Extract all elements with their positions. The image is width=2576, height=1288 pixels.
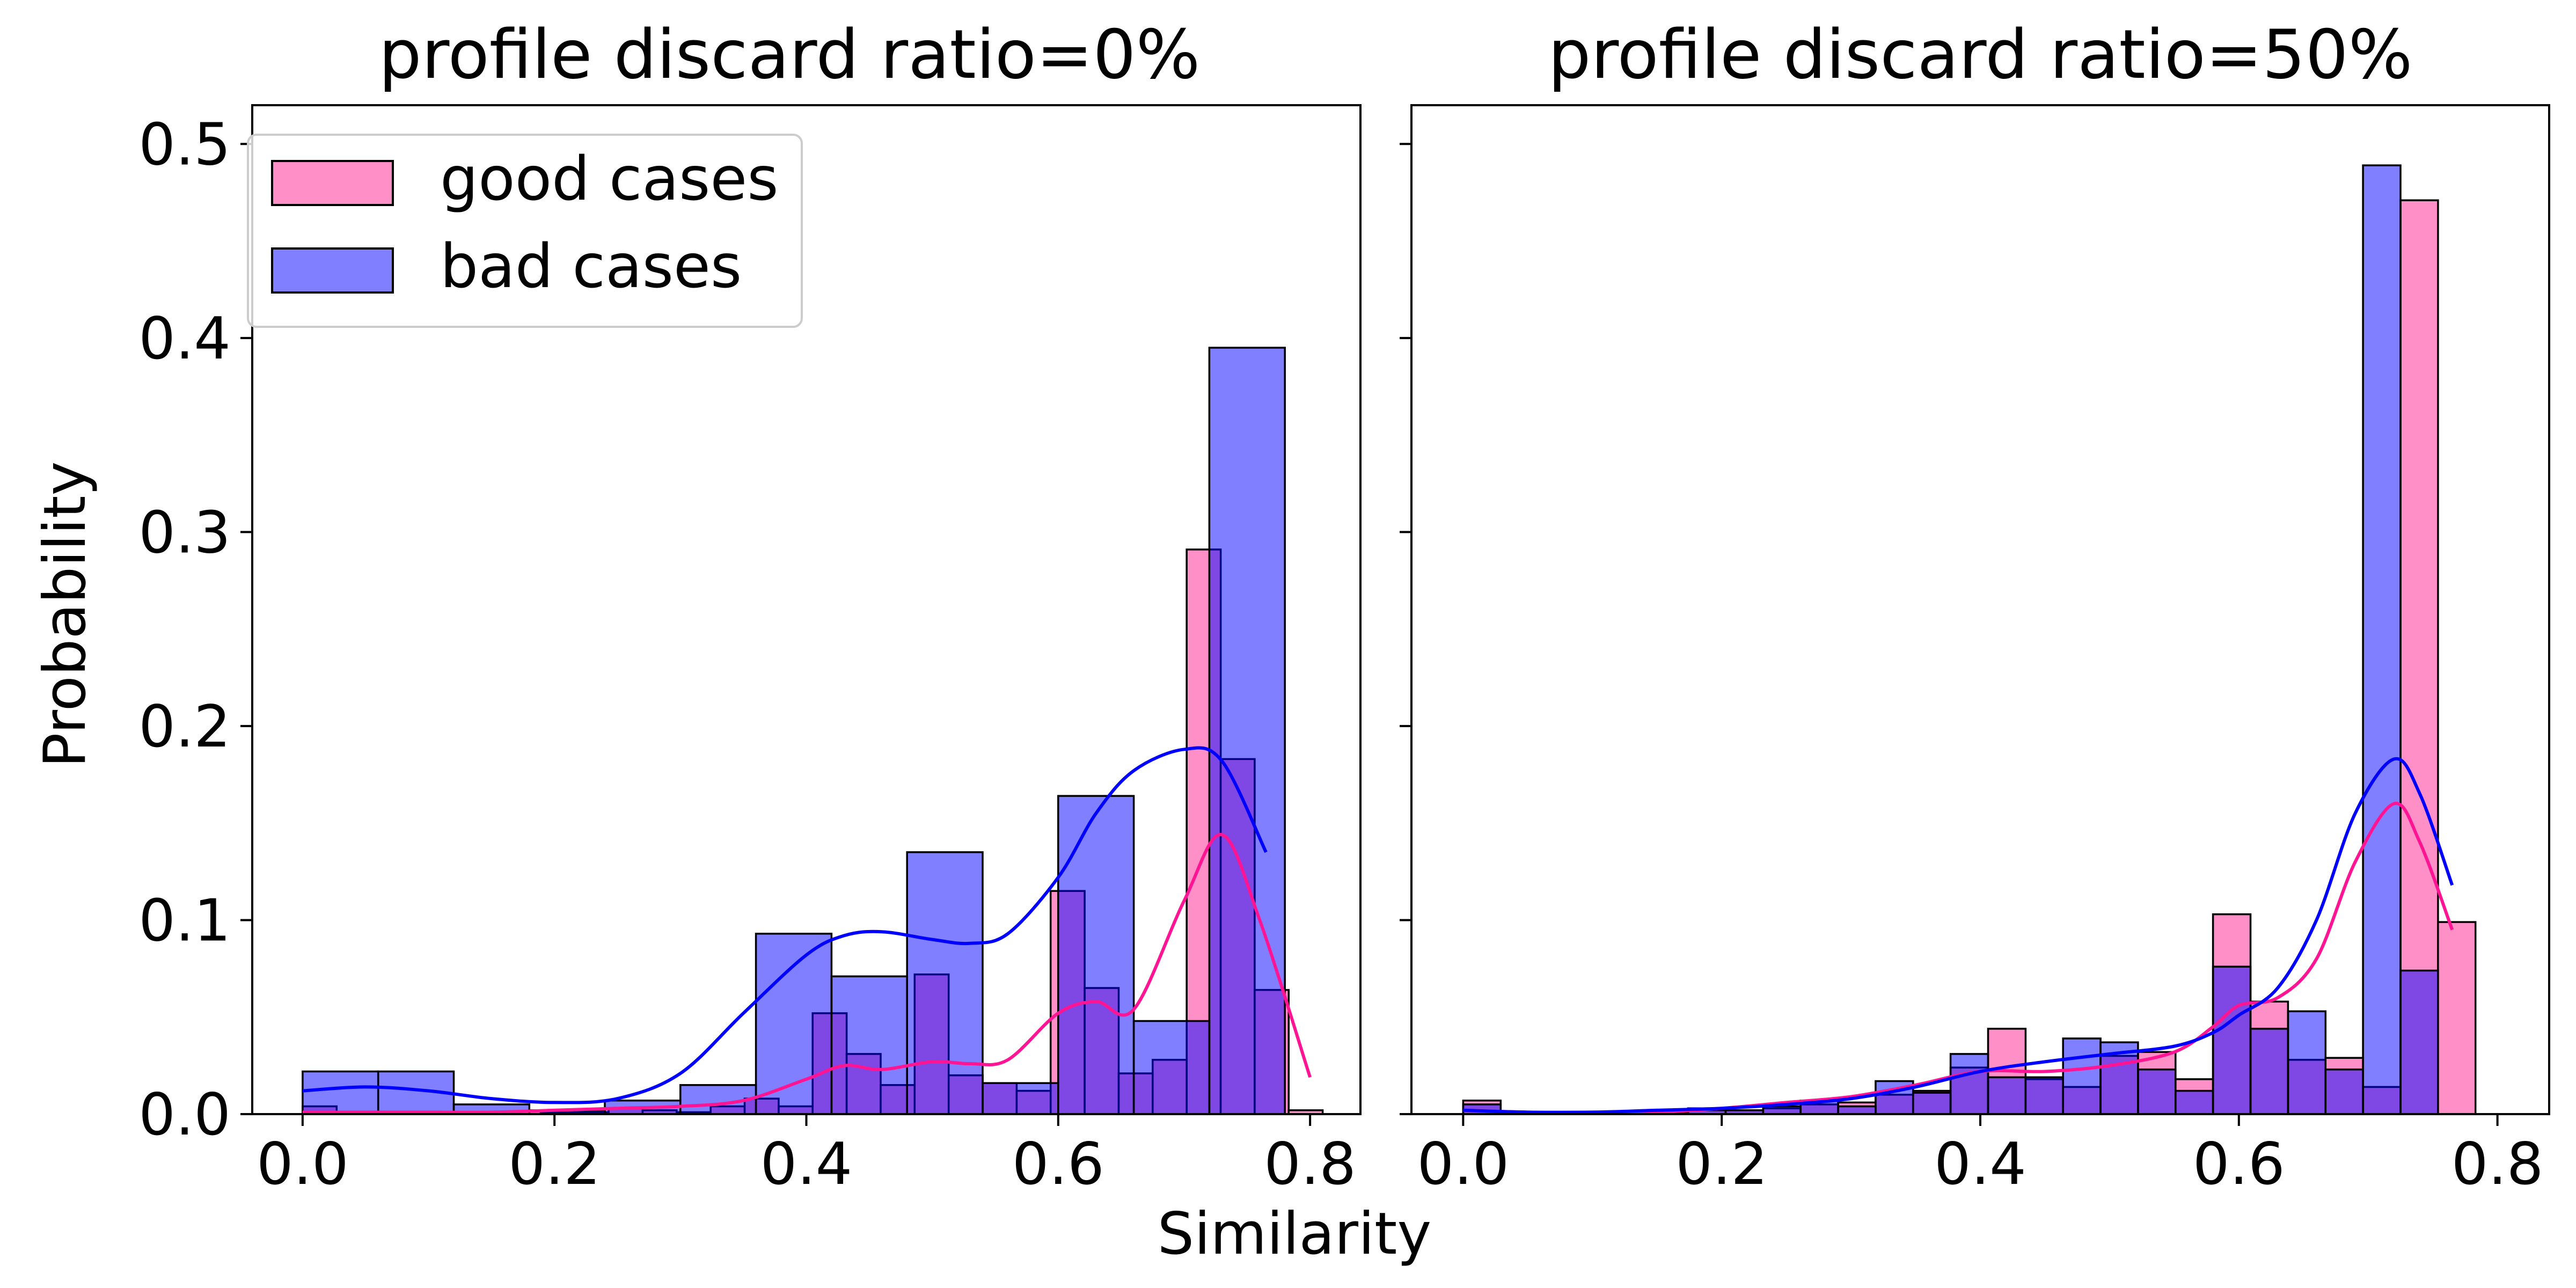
x-tick-label: 0.2 <box>1675 1131 1768 1198</box>
panel-title: profile discard ratio=50% <box>1548 15 2413 94</box>
x-tick-label: 0.6 <box>2193 1131 2285 1198</box>
y-tick-label: 0.3 <box>138 499 231 566</box>
x-tick-label: 0.4 <box>760 1131 853 1198</box>
bar-bad <box>2287 1010 2327 1115</box>
y-axis-label: Probability <box>32 462 99 768</box>
legend-swatch-bad <box>271 247 394 294</box>
bar-bad <box>755 933 833 1115</box>
bar-bad <box>2249 1028 2289 1115</box>
bar-bad <box>2175 1089 2214 1115</box>
bar-bad <box>2024 1076 2064 1115</box>
bar-bad <box>1949 1053 1989 1115</box>
kde-line-good <box>302 833 1312 1114</box>
y-tick-label: 0.0 <box>138 1081 231 1148</box>
x-tick-label: 0.6 <box>1012 1131 1104 1198</box>
bar-bad <box>2212 965 2252 1115</box>
bar-bad <box>302 1070 379 1115</box>
bar-bad <box>906 851 984 1115</box>
y-tick-label: 0.5 <box>138 111 231 178</box>
panel-discard-50: profile discard ratio=50% 0.0 0.2 0.4 0.6 0.… <box>1400 15 2550 1198</box>
y-tick-label: 0.4 <box>138 305 231 372</box>
x-tick-label: 0.0 <box>1417 1131 1509 1198</box>
y-tick-label: 0.2 <box>138 693 231 760</box>
kde-line-bad <box>1463 757 2454 1114</box>
x-axis-label: Similarity <box>1158 1201 1432 1268</box>
y-tick-label: 0.1 <box>138 887 231 954</box>
plot-area: 0.0 0.2 0.4 0.6 0.8 0.0 0.1 0.2 0.3 0.4 0.5 <box>138 104 1362 1198</box>
bar-bad <box>1837 1105 1877 1115</box>
legend-label-bad: bad cases <box>440 232 742 302</box>
bar-bad <box>2137 1069 2177 1115</box>
bar-good <box>2437 921 2477 1115</box>
legend-label-good: good cases <box>440 144 779 214</box>
x-tick-label: 0.8 <box>2451 1131 2544 1198</box>
x-tick-label: 0.8 <box>1264 1131 1356 1198</box>
bar-bad <box>1987 1076 2027 1115</box>
bar-bad <box>1912 1092 1952 1115</box>
bar-bad <box>1132 1020 1211 1115</box>
bar-bad <box>2062 1037 2102 1115</box>
legend: good cases bad cases <box>247 134 803 328</box>
plot-area: 0.0 0.2 0.4 0.6 0.8 <box>1400 104 2550 1198</box>
bar-bad <box>2324 1069 2364 1115</box>
bar-bad <box>1057 795 1135 1115</box>
bar-bad <box>1762 1105 1802 1115</box>
kde-line-bad <box>302 746 1268 1104</box>
x-tick-label: 0.4 <box>1934 1131 2026 1198</box>
x-tick-label: 0.0 <box>257 1131 349 1198</box>
bar-bad <box>2362 164 2402 1115</box>
legend-swatch-good <box>271 160 394 206</box>
bar-bad <box>2399 969 2439 1115</box>
x-tick-label: 0.2 <box>508 1131 601 1198</box>
panel-title: profile discard ratio=0% <box>379 15 1201 94</box>
kde-line-good <box>1463 801 2454 1114</box>
panel-discard-0: profile discard ratio=0% 0.0 0.2 0.4 0.6 0.8… <box>138 15 1362 1198</box>
bar-bad <box>830 975 908 1115</box>
bar-bad <box>982 1082 1059 1115</box>
bar-bad <box>1208 347 1286 1115</box>
